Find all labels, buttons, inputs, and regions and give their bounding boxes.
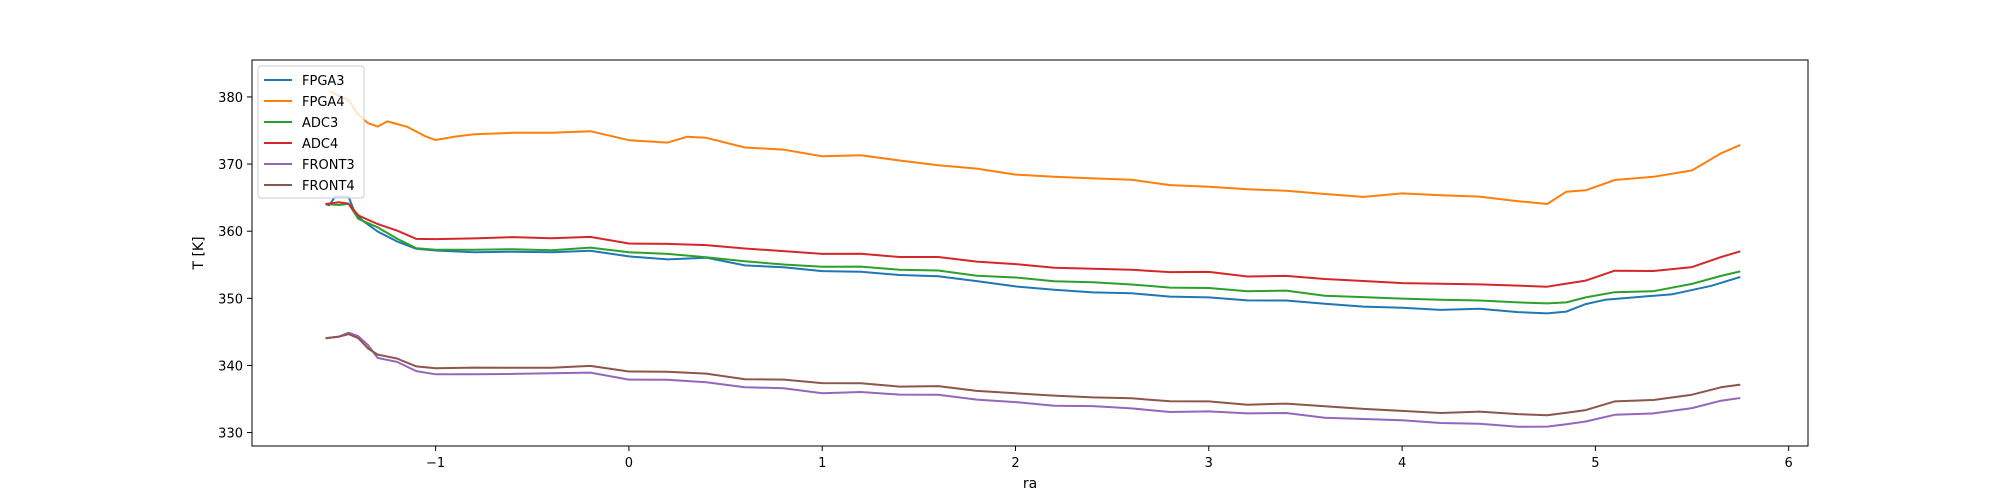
x-tick-label: −1 (426, 456, 445, 471)
x-axis: −1 0 1 2 3 4 5 6 (426, 446, 1793, 471)
y-tick-label: 330 (218, 427, 243, 442)
legend: FPGA3 FPGA4 ADC3 ADC4 FRONT3 FRONT4 (257, 65, 365, 199)
legend-label: ADC4 (302, 137, 338, 152)
y-tick-label: 360 (218, 225, 243, 240)
x-tick-label: 2 (1011, 456, 1019, 471)
x-tick-label: 6 (1785, 456, 1793, 471)
series-line-front3 (325, 331, 1741, 428)
y-axis: 330 340 350 360 370 380 (218, 91, 252, 442)
y-tick-label: 340 (218, 359, 243, 374)
plot-frame (251, 59, 1809, 447)
series-line-fpga3 (325, 195, 1741, 315)
x-tick-label: 0 (625, 456, 633, 471)
x-tick-label: 5 (1591, 456, 1599, 471)
x-tick-label: 1 (818, 456, 826, 471)
legend-label: FRONT3 (302, 158, 355, 173)
legend-label: FPGA4 (302, 95, 345, 110)
series-line-adc3 (325, 202, 1741, 305)
series-line-front4 (325, 333, 1741, 417)
legend-label: ADC3 (302, 116, 338, 131)
legend-label: FPGA3 (302, 74, 345, 89)
series-line-fpga4 (328, 90, 1741, 205)
x-axis-label: ra (1023, 476, 1037, 492)
y-tick-label: 350 (218, 292, 243, 307)
y-axis-label: T [K] (191, 236, 207, 270)
y-tick-label: 380 (218, 91, 243, 106)
series-layer (325, 90, 1741, 428)
y-tick-label: 370 (218, 158, 243, 173)
x-tick-label: 4 (1398, 456, 1406, 471)
x-tick-label: 3 (1205, 456, 1213, 471)
series-line-adc4 (325, 201, 1741, 288)
legend-label: FRONT4 (302, 179, 355, 194)
